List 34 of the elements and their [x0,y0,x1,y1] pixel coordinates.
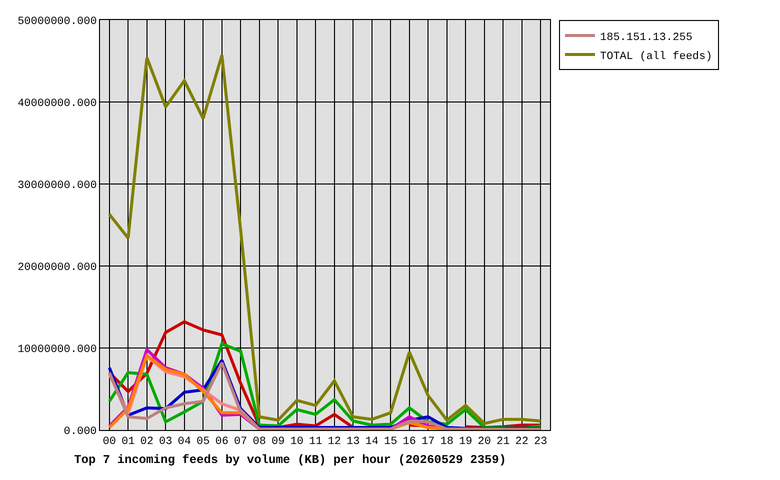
x-tick-label: 07 [234,436,248,448]
x-tick-label: 16 [402,436,416,448]
x-tick-label: 13 [346,436,360,448]
text: Top 7 incoming feeds by volume (KB) per hour (20260529 2359) [74,453,506,468]
x-tick-label: 09 [272,436,285,448]
line-series [108,54,542,425]
x-tick-label: 03 [159,436,172,448]
x-tick-label: 12 [328,436,341,448]
legend-label: 185.151.13.255 [600,32,692,44]
x-tick-label: 04 [178,436,192,448]
y-tick-label: 20000000.000 [18,262,97,274]
x-tick-label: 08 [252,436,266,448]
x-tick-label: 21 [496,436,510,448]
y-tick-label: 0.000 [64,426,97,438]
y-tick-label: 50000000.000 [18,16,97,28]
x-tick-label: 10 [290,436,304,448]
x-tick-label: 23 [534,436,548,448]
y-tick-label: 30000000.000 [18,180,97,192]
x-tick-label: 20 [478,436,491,448]
legend-label: TOTAL (all feeds) [600,50,712,63]
x-tick-label: 05 [196,436,210,448]
x-tick-label: 15 [384,436,398,448]
x-tick-label: 14 [365,436,379,448]
y-tick-label: 10000000.000 [18,344,97,356]
x-tick-label: 01 [122,436,136,448]
x-tick-label: 00 [102,436,116,448]
x-tick-label: 19 [459,436,472,448]
x-tick-label: 18 [440,436,454,448]
x-tick-label: 22 [515,436,528,448]
x-tick-label: 11 [309,436,323,448]
y-tick-label: 40000000.000 [18,98,97,110]
x-tick-label: 06 [215,436,228,448]
x-tick-label: 02 [140,436,154,448]
x-tick-label: 17 [422,436,435,448]
